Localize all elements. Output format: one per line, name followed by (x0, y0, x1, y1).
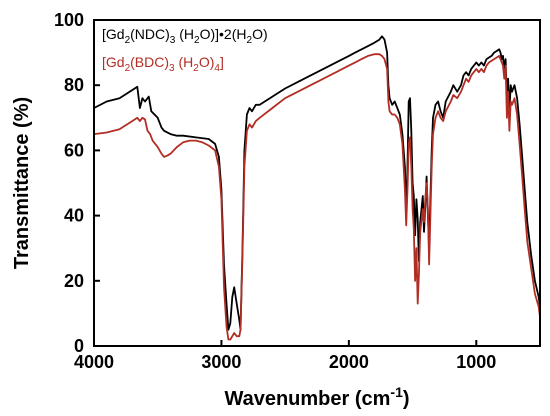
y-tick-label: 40 (64, 206, 84, 226)
y-tick-label: 80 (64, 75, 84, 95)
legend-bdc-c: (H (175, 54, 194, 70)
legend-ndc-d-sub: 2 (247, 35, 253, 46)
legend-bdc-e: ] (220, 54, 224, 70)
x-tick-label: 3000 (201, 352, 241, 372)
legend-ndc-c: (H (175, 26, 194, 42)
x-axis-title-close: ) (403, 388, 410, 410)
x-axis-title: Wavenumber (cm-1) (224, 384, 409, 410)
x-axis-title-exponent: -1 (390, 384, 403, 400)
legend-bdc-d-sub: 4 (214, 63, 220, 74)
legend-ndc-b: (NDC) (130, 26, 170, 42)
legend-ndc-e: O) (252, 26, 268, 42)
x-tick-label: 2000 (329, 352, 369, 372)
legend-bdc-a: [Gd (102, 54, 125, 70)
x-axis-title-main: Wavenumber (cm (224, 388, 390, 410)
axis-ticks: 4000 3000 2000 1000 0 20 40 60 80 100 (54, 10, 496, 372)
legend-bdc-b: (BDC) (130, 54, 169, 70)
legend-bdc-c-sub: 2 (193, 63, 199, 74)
legend-ndc-a-sub: 2 (125, 35, 131, 46)
series-line-2 (93, 53, 541, 341)
legend-bdc-b-sub: 3 (169, 63, 175, 74)
legend-ndc-d: O)]•2(H (200, 26, 247, 42)
series-layer (93, 35, 541, 341)
series-line-1 (93, 35, 541, 331)
x-tick-label: 1000 (456, 352, 496, 372)
legend-bdc-d: O) (199, 54, 215, 70)
y-tick-label: 100 (54, 10, 84, 30)
y-tick-label: 0 (74, 336, 84, 356)
y-tick-label: 60 (64, 140, 84, 160)
y-axis-title: Transmittance (%) (11, 97, 33, 269)
plot-area-frame (93, 19, 541, 347)
legend-bdc-a-sub: 2 (125, 63, 131, 74)
x-tick-label: 4000 (74, 352, 114, 372)
legend-ndc-a: [Gd (102, 26, 125, 42)
legend-ndc-c-sub: 2 (194, 35, 200, 46)
legend: [Gd2(NDC)3 (H2O)]•2(H2O) [Gd2(BDC)3 (H2O… (102, 26, 268, 74)
y-tick-label: 20 (64, 271, 84, 291)
legend-ndc-b-sub: 3 (170, 35, 176, 46)
legend-entry-gd-bdc: [Gd2(BDC)3 (H2O)4] (102, 54, 224, 74)
legend-entry-gd-ndc: [Gd2(NDC)3 (H2O)]•2(H2O) (102, 26, 268, 46)
